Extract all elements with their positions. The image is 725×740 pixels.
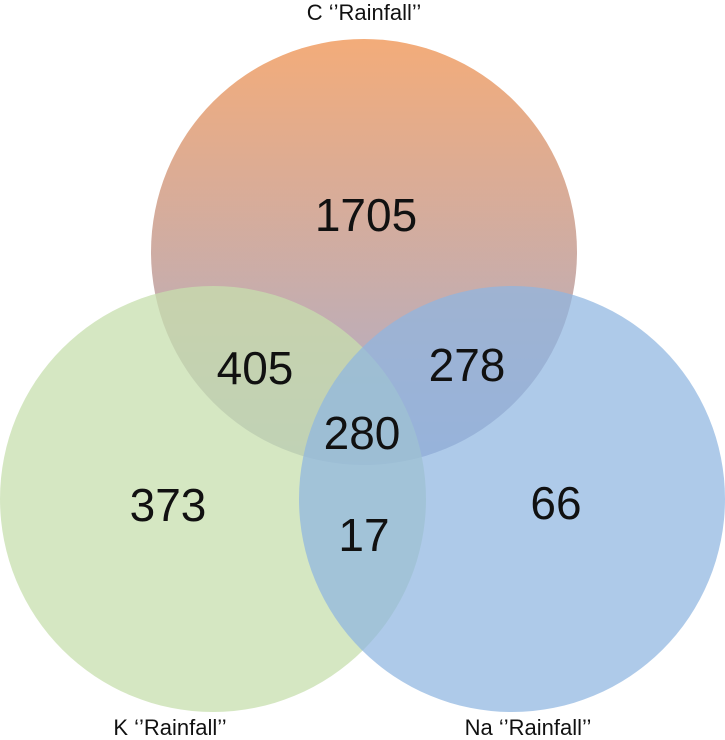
set-k-circle bbox=[0, 286, 426, 712]
region-k-only: 373 bbox=[130, 479, 207, 531]
region-k-na: 17 bbox=[338, 509, 389, 561]
region-c-k-na: 280 bbox=[324, 407, 401, 459]
set-c-label: C ‘’Rainfall’’ bbox=[307, 0, 422, 25]
set-k-label: K ‘’Rainfall’’ bbox=[113, 715, 226, 740]
set-na-circle bbox=[299, 286, 725, 712]
set-na-label: Na ‘’Rainfall’’ bbox=[465, 715, 592, 740]
region-c-only: 1705 bbox=[315, 189, 417, 241]
region-na-only: 66 bbox=[530, 477, 581, 529]
region-c-na: 278 bbox=[429, 339, 506, 391]
region-c-k: 405 bbox=[217, 342, 294, 394]
